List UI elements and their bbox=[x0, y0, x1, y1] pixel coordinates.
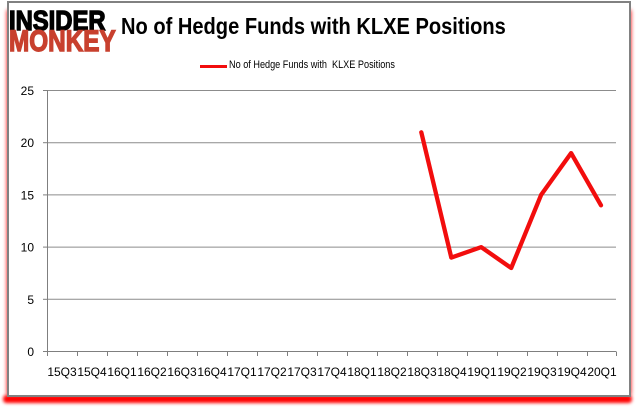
svg-text:18Q3: 18Q3 bbox=[407, 365, 437, 379]
svg-text:16Q1: 16Q1 bbox=[107, 365, 137, 379]
svg-text:16Q2: 16Q2 bbox=[137, 365, 167, 379]
svg-text:17Q1: 17Q1 bbox=[227, 365, 257, 379]
svg-text:0: 0 bbox=[27, 345, 34, 359]
svg-text:18Q2: 18Q2 bbox=[377, 365, 407, 379]
svg-text:19Q3: 19Q3 bbox=[527, 365, 557, 379]
svg-text:15Q3: 15Q3 bbox=[47, 365, 77, 379]
svg-text:19Q4: 19Q4 bbox=[557, 365, 587, 379]
svg-text:19Q1: 19Q1 bbox=[467, 365, 497, 379]
svg-text:16Q4: 16Q4 bbox=[197, 365, 227, 379]
svg-text:16Q3: 16Q3 bbox=[167, 365, 197, 379]
svg-text:17Q3: 17Q3 bbox=[287, 365, 317, 379]
svg-text:15Q4: 15Q4 bbox=[77, 365, 107, 379]
svg-text:10: 10 bbox=[21, 241, 35, 255]
svg-text:15: 15 bbox=[21, 188, 35, 202]
svg-text:18Q4: 18Q4 bbox=[437, 365, 467, 379]
svg-text:25: 25 bbox=[21, 84, 35, 98]
svg-text:18Q1: 18Q1 bbox=[347, 365, 377, 379]
svg-text:17Q2: 17Q2 bbox=[257, 365, 287, 379]
svg-text:20Q1: 20Q1 bbox=[587, 365, 617, 379]
svg-text:19Q2: 19Q2 bbox=[497, 365, 527, 379]
svg-text:20: 20 bbox=[21, 136, 35, 150]
svg-text:17Q4: 17Q4 bbox=[317, 365, 347, 379]
svg-text:5: 5 bbox=[27, 293, 34, 307]
